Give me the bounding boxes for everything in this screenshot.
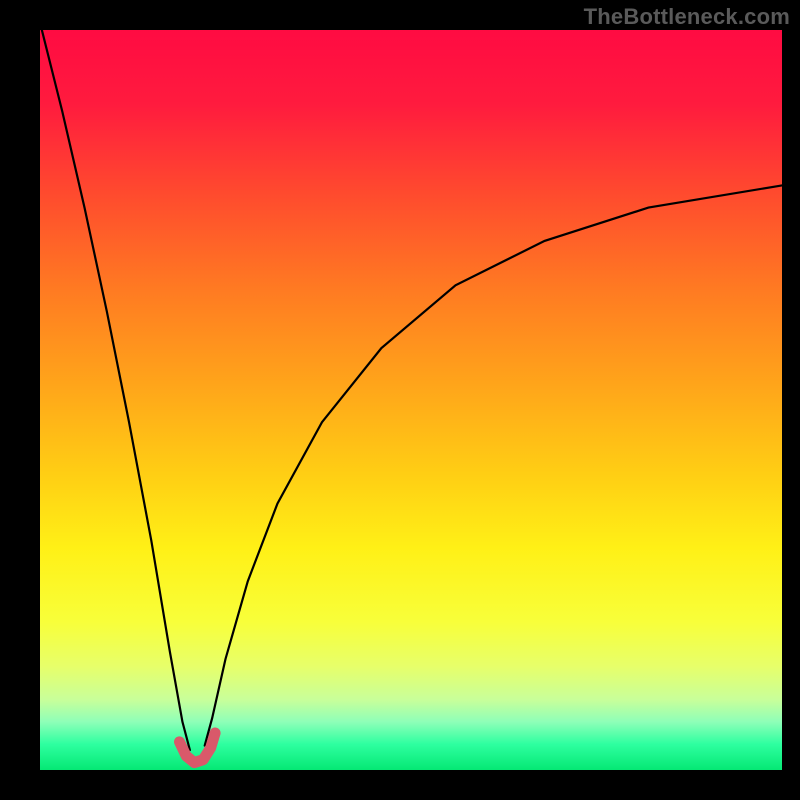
plot-area: [40, 30, 782, 770]
chart-svg: [40, 30, 782, 770]
watermark-text: TheBottleneck.com: [584, 4, 790, 30]
gradient-bg: [40, 30, 782, 770]
chart-frame: TheBottleneck.com: [0, 0, 800, 800]
